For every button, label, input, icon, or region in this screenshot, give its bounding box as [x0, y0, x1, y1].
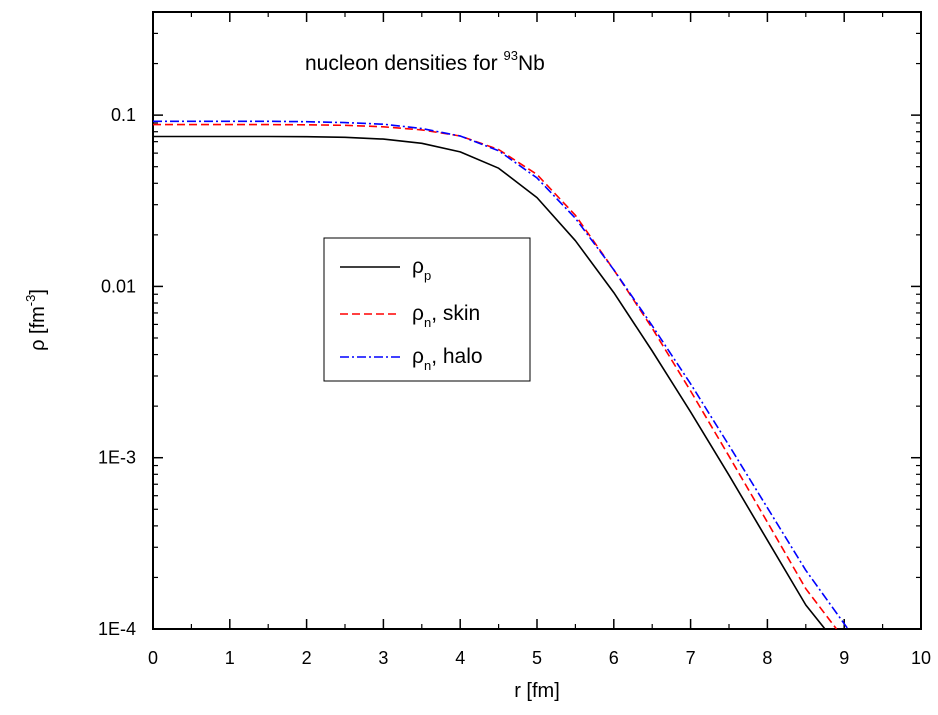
tick-marks — [152, 12, 922, 630]
x-tick-label: 9 — [839, 648, 849, 668]
legend-label-neutron-halo: ρn, halo — [412, 345, 483, 373]
x-tick-labels: 0 1 2 3 4 5 6 7 8 9 10 — [148, 648, 931, 668]
chart-title-prefix: nucleon densities for — [305, 52, 503, 75]
y-tick-label: 0.1 — [111, 105, 136, 125]
series-lines — [153, 120, 849, 629]
y-tick-label: 1E-3 — [98, 448, 136, 468]
series-line-neutron-skin — [153, 123, 838, 629]
y-axis-title-superscript: -3 — [23, 295, 38, 307]
x-tick-label: 3 — [378, 648, 388, 668]
series-line-neutron-halo — [153, 120, 849, 629]
y-axis-title: ρ [fm-3] — [23, 289, 49, 351]
plot-frame — [152, 11, 922, 630]
chart-title-superscript: 93 — [503, 48, 517, 63]
y-axis-title-prefix: ρ [fm — [27, 306, 49, 351]
chart-title-suffix: Nb — [518, 52, 545, 75]
y-tick-label: 0.01 — [101, 276, 136, 296]
x-tick-label: 1 — [225, 648, 235, 668]
y-axis-title-suffix: ] — [27, 289, 49, 295]
legend-label-proton: ρp — [412, 255, 431, 283]
series-line-proton — [153, 135, 826, 629]
x-tick-label: 8 — [762, 648, 772, 668]
legend-label-neutron-skin: ρn, skin — [412, 302, 480, 330]
x-tick-label: 0 — [148, 648, 158, 668]
x-axis-title: r [fm] — [514, 680, 560, 702]
y-tick-labels: 0.1 0.01 1E-3 1E-4 — [98, 105, 136, 639]
legend: ρp ρn, skin ρn, halo — [323, 237, 531, 382]
x-tick-label: 4 — [455, 648, 465, 668]
x-tick-label: 5 — [532, 648, 542, 668]
x-tick-label: 2 — [302, 648, 312, 668]
y-tick-label: 1E-4 — [98, 619, 136, 639]
x-tick-label: 7 — [686, 648, 696, 668]
x-tick-label: 6 — [609, 648, 619, 668]
chart-title: nucleon densities for 93Nb — [305, 48, 545, 75]
x-tick-label: 10 — [911, 648, 931, 668]
